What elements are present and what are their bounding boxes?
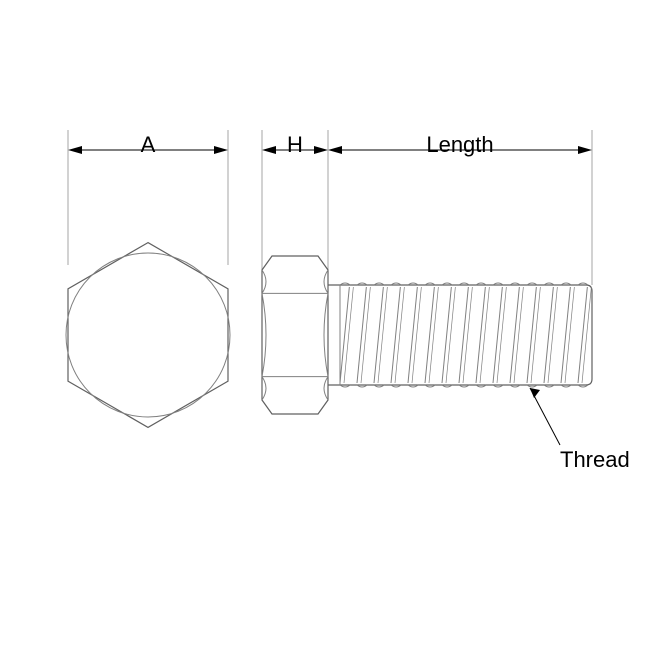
hex-head-side (262, 256, 328, 414)
thread-leader-arrow (530, 388, 540, 398)
hex-head-front (68, 243, 228, 428)
chamfer-circle (66, 253, 230, 417)
dim-Length-label: Length (426, 132, 493, 157)
thread-label: Thread (560, 447, 630, 472)
dim-A-label: A (141, 132, 156, 157)
thread-pattern (340, 283, 591, 387)
dim-H-label: H (287, 132, 303, 157)
